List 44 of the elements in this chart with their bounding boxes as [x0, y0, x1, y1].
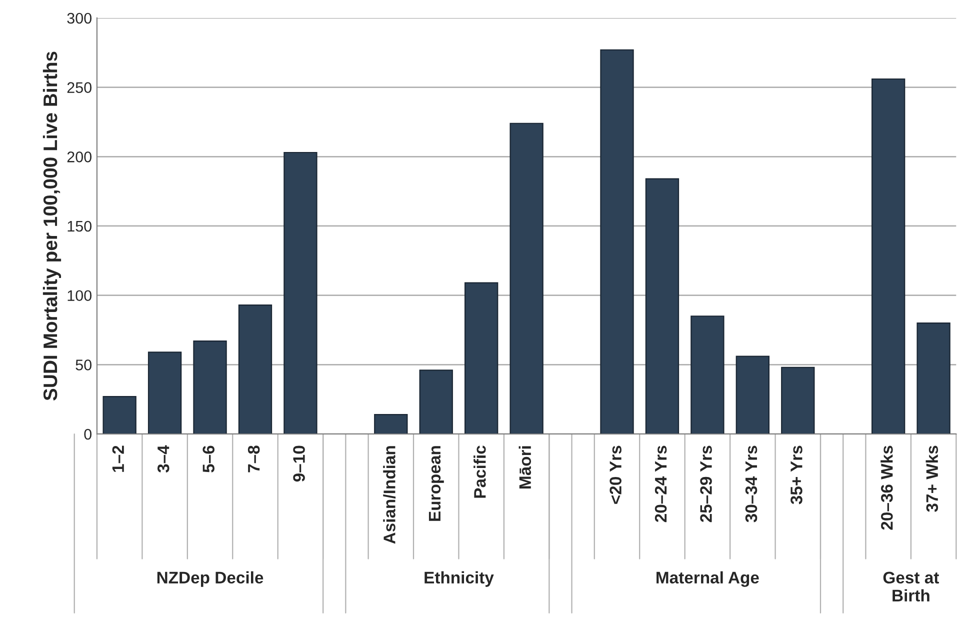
bar — [510, 122, 544, 434]
y-tick-label: 150 — [68, 220, 92, 232]
y-axis-title: SUDI Mortality per 100,000 Live Births — [42, 52, 62, 400]
x-tick-label: 5–6 — [202, 446, 214, 472]
text: Gest at Birth — [883, 572, 939, 602]
x-tick-label: Māori — [518, 446, 532, 488]
y-tick-label: 200 — [67, 152, 92, 162]
bar — [600, 49, 634, 434]
text: NZDep Decile — [157, 571, 264, 587]
y-tick-label: 100 — [68, 290, 92, 302]
x-tick-label: 9–10 — [293, 446, 305, 482]
bar — [736, 356, 770, 434]
x-tick-label: 30–34 Yrs — [745, 446, 758, 522]
y-tick-label: 0 — [84, 428, 92, 440]
x-tick-label: 3–4 — [157, 445, 170, 473]
bar — [871, 78, 906, 434]
bar — [238, 304, 272, 434]
x-tick-label: 1–2 — [112, 446, 124, 472]
x-tick-label: Pacific — [474, 446, 486, 498]
x-tick-label: 35+ Yrs — [790, 446, 802, 504]
bar — [374, 414, 408, 434]
x-tick-label: Asian/Indian — [383, 446, 396, 544]
bar — [419, 370, 453, 434]
bar — [148, 352, 182, 434]
text: Ethnicity — [424, 571, 494, 587]
bar — [193, 340, 227, 434]
y-tick-label: 300 — [67, 12, 92, 24]
bar — [690, 316, 724, 434]
bar — [645, 178, 680, 434]
x-tick-label: <20 Yrs — [610, 446, 622, 504]
x-tick-label: 37+ Wks — [926, 446, 938, 512]
bar — [916, 322, 950, 434]
bar — [781, 366, 815, 434]
y-tick-label: 250 — [67, 82, 92, 94]
x-tick-label: 7–8 — [248, 446, 260, 472]
x-tick-label: 20–24 Yrs — [654, 446, 667, 522]
text: Maternal Age — [656, 571, 759, 587]
x-tick-label: European — [428, 446, 444, 521]
bar — [464, 282, 498, 434]
bar — [102, 396, 136, 434]
y-tick-label: 50 — [76, 360, 92, 370]
bar — [284, 152, 318, 434]
x-tick-label: 25–29 Yrs — [700, 446, 712, 522]
x-tick-label: 20–36 Wks — [880, 446, 893, 530]
